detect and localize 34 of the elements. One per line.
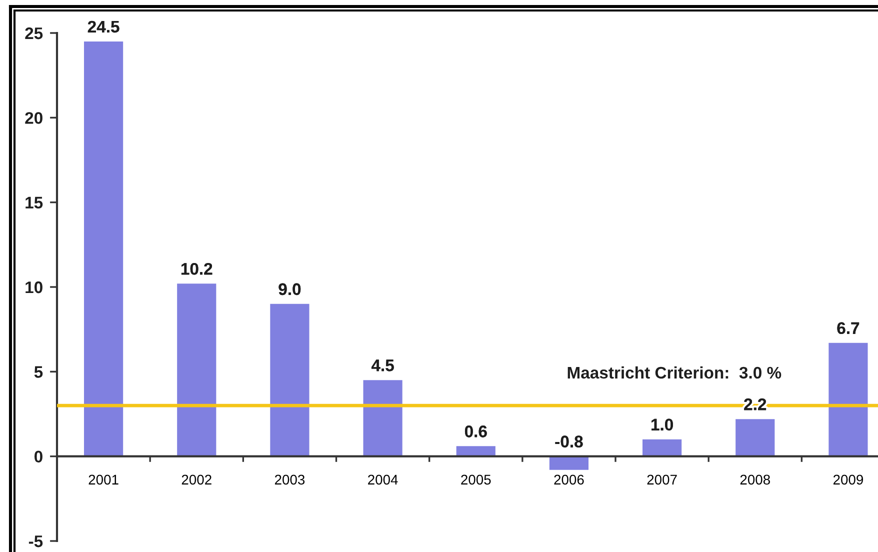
y-tick-label: 25: [25, 27, 43, 40]
bar: [84, 41, 124, 456]
y-tick-label: 5: [34, 366, 43, 378]
y-tick-label: 15: [26, 196, 43, 209]
ref-line-label: Maastricht Criterion: 3.0 %: [568, 366, 782, 379]
y-tick-label: 20: [25, 112, 42, 124]
bar: [642, 439, 682, 456]
x-tick-label: 2002: [182, 474, 212, 485]
bar: [270, 304, 310, 456]
x-tick-label: 2009: [833, 474, 864, 485]
data-label: 0.6: [464, 426, 487, 438]
bar: [363, 380, 402, 456]
bar: [549, 456, 589, 470]
x-tick-label: 2005: [461, 474, 491, 485]
bar: [828, 342, 868, 456]
bar: [736, 419, 775, 456]
x-tick-label: 2007: [647, 474, 677, 485]
data-label: 4.5: [371, 360, 394, 372]
x-tick-label: 2003: [274, 474, 305, 485]
data-label: 6.7: [837, 322, 860, 334]
bar: [456, 446, 496, 456]
y-tick-label: -5: [28, 536, 43, 548]
data-label: 10.2: [181, 262, 212, 275]
x-tick-label: 2008: [740, 474, 770, 485]
x-tick-label: 2006: [554, 474, 584, 485]
data-label: -0.8: [555, 436, 583, 448]
data-label: 24.5: [88, 20, 120, 33]
x-tick-label: 2004: [368, 474, 398, 485]
y-tick-label: 10: [26, 281, 42, 294]
data-label: 9.0: [278, 283, 301, 296]
data-label: 1.0: [652, 418, 673, 431]
x-tick-label: 2001: [88, 474, 118, 485]
y-tick-label: 0: [34, 450, 42, 463]
bar: [177, 284, 216, 456]
